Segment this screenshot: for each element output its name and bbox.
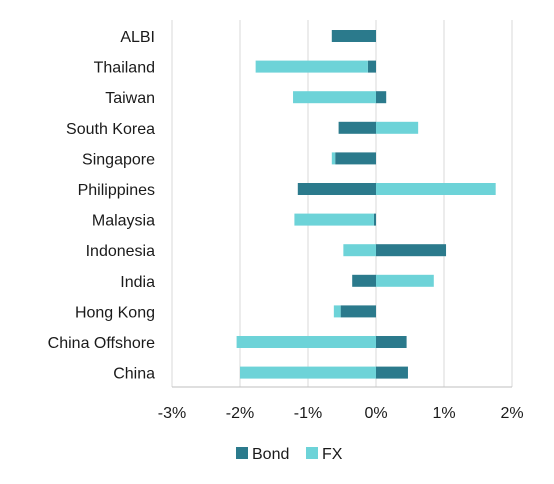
x-tick-label: -2% [226, 405, 254, 422]
category-label: Hong Kong [75, 304, 155, 321]
bar-fx-indonesia [343, 244, 376, 257]
bar-bond-indonesia [376, 244, 447, 257]
x-tick-label: 1% [432, 405, 455, 422]
bar-bond-china-offshore [376, 336, 407, 348]
category-label: India [120, 274, 155, 291]
bar-fx-thailand [255, 60, 368, 73]
x-tick-label: -3% [158, 405, 186, 422]
category-label: Indonesia [86, 243, 155, 260]
bar-fx-philippines [376, 183, 496, 195]
bar-bond-albi [331, 30, 376, 42]
bar-fx-singapore [331, 152, 336, 165]
category-labels: ALBI Thailand Taiwan South Korea Singapore Ph… [48, 29, 155, 383]
bar-fx-china-offshore [236, 336, 376, 348]
bar-fx-malaysia [294, 213, 374, 226]
bar-fx-taiwan [293, 91, 376, 104]
category-label: Malaysia [92, 213, 155, 230]
bar-fx-china [240, 366, 376, 379]
category-label: Singapore [82, 151, 155, 168]
bar-bond-india [352, 274, 376, 287]
legend-swatch-bond [236, 447, 248, 459]
bar-bond-philippines [297, 183, 376, 195]
x-tick-label: 0% [364, 405, 387, 422]
bar-fx-india [376, 274, 434, 287]
bar-fx-south-korea [376, 121, 419, 134]
bars [236, 30, 496, 379]
bar-bond-taiwan [376, 91, 387, 104]
x-tick-label: 2% [500, 405, 523, 422]
legend: Bond FX [236, 446, 343, 463]
legend-swatch-fx [306, 447, 318, 459]
category-label: China Offshore [48, 335, 155, 352]
x-tick-labels: -3% -2% -1% 0% 1% 2% [158, 405, 524, 422]
bar-fx-hong-kong [333, 305, 341, 318]
category-label: Taiwan [105, 90, 155, 107]
category-label: ALBI [120, 29, 155, 46]
category-label: Thailand [94, 60, 155, 77]
gridlines [171, 20, 513, 388]
category-label: South Korea [66, 121, 155, 138]
bar-bond-thailand [367, 60, 376, 73]
bar-bond-malaysia [373, 213, 376, 226]
bar-bond-china [376, 366, 408, 379]
bar-bond-hong-kong [340, 305, 376, 318]
legend-label-bond: Bond [252, 446, 289, 463]
x-tick-label: -1% [294, 405, 322, 422]
category-label: Philippines [78, 182, 155, 199]
bar-bond-singapore [335, 152, 376, 165]
bar-bond-south-korea [338, 121, 376, 134]
category-label: China [113, 366, 155, 383]
legend-label-fx: FX [322, 446, 343, 463]
